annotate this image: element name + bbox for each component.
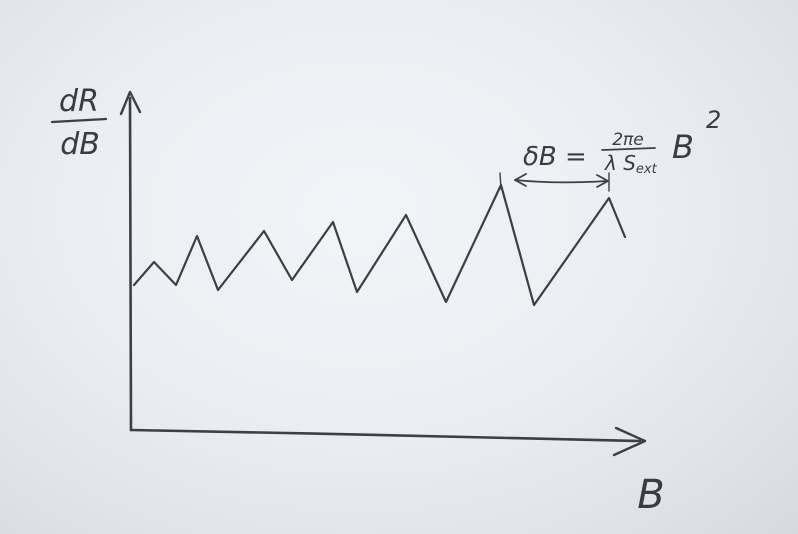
y-axis-arrowhead [119, 90, 142, 116]
y-label-numerator: dR [59, 84, 99, 119]
y-label-denominator: dB [60, 127, 100, 162]
oscillation-curve [132, 183, 627, 307]
annotation-frac-numerator: 2πe [612, 130, 644, 150]
annotation-frac-denominator-sub: ext [636, 162, 658, 177]
annotation-lhs: δB = [523, 142, 587, 172]
period-tick-left [499, 172, 502, 190]
annotation-frac-denominator: λ Sext [604, 151, 658, 177]
annotation-exponent: 2 [706, 106, 721, 134]
y-axis [128, 96, 133, 432]
annotation-fraction-bar [601, 147, 656, 151]
x-axis [129, 428, 642, 443]
x-label: B [637, 472, 664, 518]
period-arrow-right-head [596, 174, 609, 188]
y-label-fraction-bar [50, 117, 108, 124]
period-arrow-left-head [514, 173, 527, 187]
annotation-frac-denominator-main: λ S [604, 151, 636, 175]
annotation-factor: B [672, 128, 694, 166]
period-arrow-line [514, 179, 608, 184]
x-axis-arrowhead [612, 426, 647, 457]
